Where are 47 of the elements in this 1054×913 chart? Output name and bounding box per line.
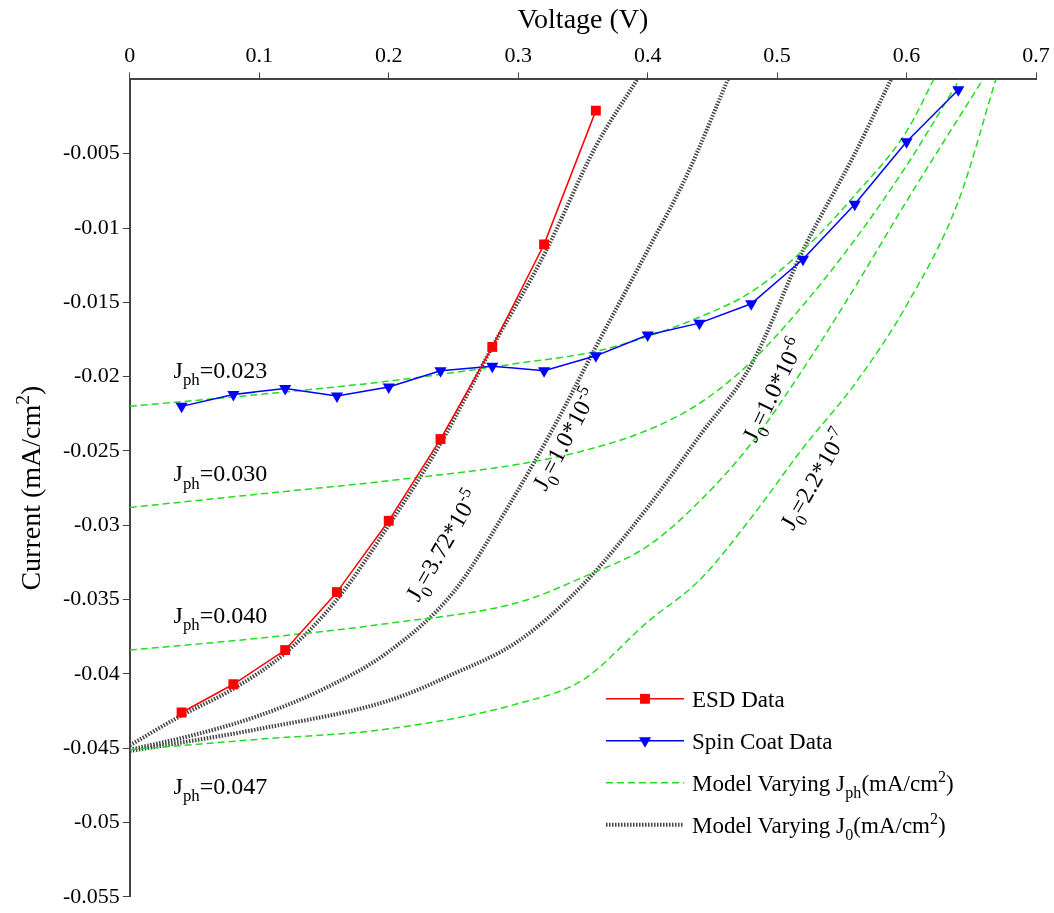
x-tick-label: 0.6 — [892, 41, 921, 67]
point — [539, 239, 550, 250]
point — [279, 385, 292, 396]
legend-label: ESD Data — [692, 686, 785, 712]
legend-label: Spin Coat Data — [692, 728, 833, 754]
x-tick-label: 0.2 — [374, 41, 403, 67]
y-tick-label: -0.01 — [74, 213, 120, 239]
point — [693, 319, 706, 331]
point — [330, 392, 344, 403]
x-tick-label: 0.7 — [1022, 41, 1050, 67]
x-tick-label: 0.5 — [763, 41, 791, 67]
point — [228, 679, 239, 690]
point — [589, 352, 602, 363]
point — [227, 390, 240, 402]
point — [332, 587, 342, 598]
x-axis-title: Voltage (V) — [517, 3, 649, 34]
y-tick-label: -0.005 — [63, 139, 120, 165]
point — [848, 200, 861, 212]
point — [538, 367, 551, 378]
y-tick-label: -0.015 — [63, 288, 120, 314]
point — [176, 707, 187, 718]
point — [952, 86, 965, 97]
x-tick-label: 0.1 — [245, 41, 274, 67]
point — [280, 645, 291, 656]
point — [745, 300, 758, 311]
y-tick-label: -0.045 — [63, 733, 120, 759]
point — [382, 383, 395, 395]
y-tick-label: -0.03 — [74, 511, 120, 537]
y-tick-label: -0.05 — [74, 808, 120, 834]
point — [641, 331, 654, 343]
y-axis-title: Current (mA/cm2) — [11, 385, 46, 591]
point — [434, 367, 447, 378]
x-tick-label: 0.3 — [504, 41, 532, 67]
point — [175, 402, 188, 414]
y-tick-label: -0.02 — [74, 362, 120, 388]
point — [487, 341, 498, 352]
point — [900, 138, 913, 149]
point — [383, 515, 394, 526]
point — [796, 255, 810, 267]
y-tick-label: -0.035 — [63, 585, 120, 611]
x-tick-label: 0.4 — [633, 41, 662, 67]
y-tick-label: -0.025 — [63, 436, 120, 462]
point — [486, 362, 499, 374]
y-tick-label: -0.04 — [74, 659, 120, 685]
point — [435, 434, 446, 445]
x-tick-label: 0 — [124, 41, 136, 67]
y-tick-label: -0.055 — [63, 882, 120, 908]
